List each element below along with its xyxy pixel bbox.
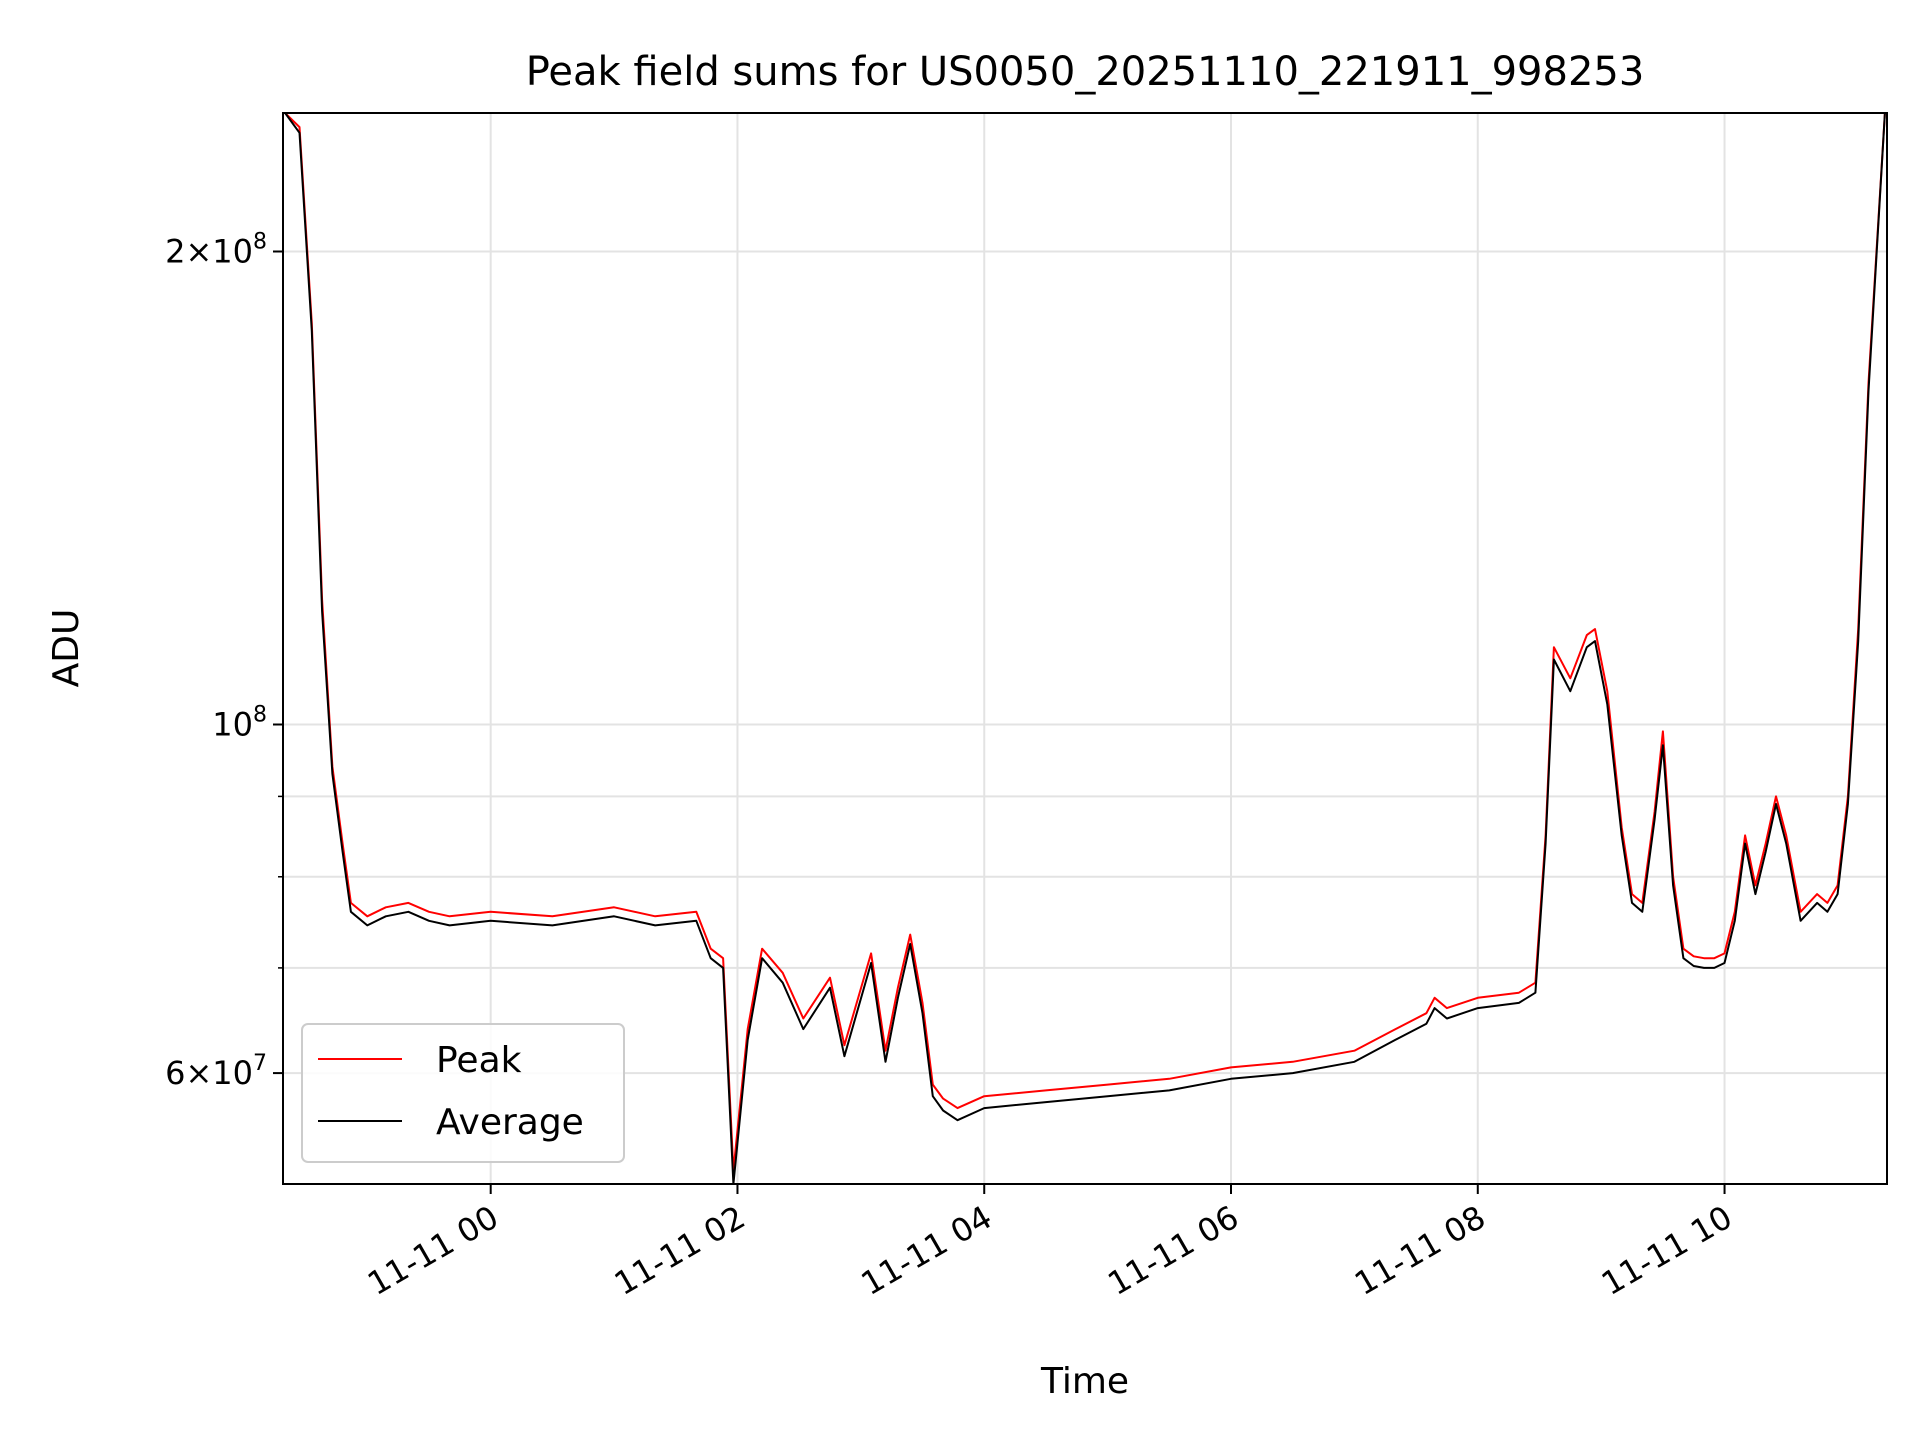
grid-layer — [283, 113, 1887, 1184]
x-axis-label: Time — [1040, 1361, 1129, 1402]
legend: Peak Average — [301, 1023, 625, 1163]
legend-label-average: Average — [436, 1102, 584, 1143]
y-tick-label: 6×107 — [165, 1051, 267, 1092]
axes-frame — [282, 112, 1888, 1185]
series-line-peak — [284, 113, 1886, 1172]
y-axis-label: ADU — [46, 609, 87, 688]
y-tick-label: 108 — [212, 703, 267, 744]
series-layer — [284, 113, 1886, 1184]
series-line-average — [284, 113, 1886, 1184]
y-tick-label: 2×108 — [165, 229, 267, 270]
chart-title: Peak field sums for US0050_20251110_2219… — [526, 49, 1645, 95]
legend-label-peak: Peak — [436, 1040, 522, 1081]
